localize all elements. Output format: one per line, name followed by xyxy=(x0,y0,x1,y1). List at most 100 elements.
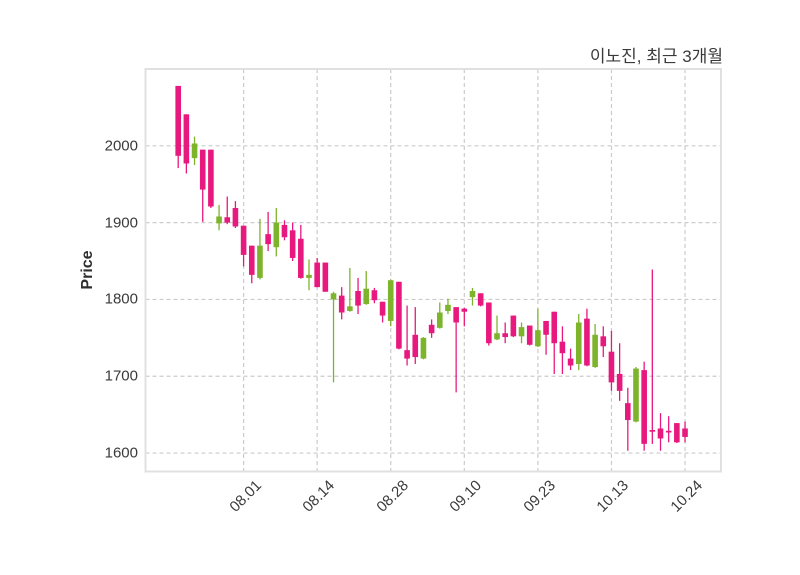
candle xyxy=(387,279,394,327)
candle-body-up xyxy=(330,293,337,300)
y-tick-label: 2000 xyxy=(104,137,138,155)
candle xyxy=(436,302,443,329)
candle-body-up xyxy=(191,143,198,159)
candle xyxy=(469,287,476,306)
candle xyxy=(551,311,558,374)
candle-body-down xyxy=(314,262,320,288)
candle xyxy=(477,293,484,307)
candle-body-down xyxy=(396,281,402,349)
candle-body-down xyxy=(674,423,680,443)
candle-body-up xyxy=(535,330,541,347)
candle-body-up xyxy=(494,333,500,340)
candle-body-down xyxy=(649,430,656,432)
candle xyxy=(199,149,206,222)
candle xyxy=(175,85,181,169)
candle xyxy=(633,367,639,423)
candle xyxy=(575,314,582,371)
candle xyxy=(322,262,329,292)
candle-body-up xyxy=(387,280,394,321)
candle-body-down xyxy=(486,302,492,344)
candle xyxy=(584,308,590,367)
plot-border xyxy=(144,68,722,473)
candle xyxy=(314,257,320,288)
candle-body-down xyxy=(371,290,378,301)
candle-body-down xyxy=(543,320,549,335)
candle xyxy=(625,387,631,451)
candle-body-down xyxy=(289,230,296,258)
candle xyxy=(674,423,680,444)
candle xyxy=(289,222,296,262)
candle-body-down xyxy=(461,308,468,312)
candle-body-up xyxy=(633,368,639,422)
candle-body-down xyxy=(559,341,566,354)
candle xyxy=(641,361,647,451)
candle-body-down xyxy=(567,358,574,366)
candle-body-down xyxy=(551,311,558,344)
candle-body-down xyxy=(453,307,459,323)
candle-body-down xyxy=(412,334,419,358)
candle xyxy=(420,337,427,360)
candle xyxy=(682,421,688,443)
candle xyxy=(657,413,664,451)
candle-body-up xyxy=(216,216,222,224)
candle xyxy=(616,343,623,401)
candle xyxy=(363,271,370,305)
candle-body-down xyxy=(510,315,517,337)
candle xyxy=(371,287,378,304)
candle-body-up xyxy=(436,312,443,328)
candle xyxy=(298,224,304,279)
candle-body-down xyxy=(477,293,484,306)
candle xyxy=(461,307,468,327)
candle xyxy=(486,302,492,346)
candle-body-up xyxy=(306,274,312,278)
candle xyxy=(494,315,500,341)
candle-body-down xyxy=(224,217,231,223)
candle-body-up xyxy=(445,304,451,311)
candle xyxy=(216,204,222,231)
candle-body-up xyxy=(347,306,353,311)
candle xyxy=(240,225,247,267)
candle-body-up xyxy=(469,290,476,298)
candle-body-down xyxy=(625,403,631,421)
candle xyxy=(543,320,549,355)
candle-body-down xyxy=(584,318,590,366)
candle xyxy=(208,149,214,209)
candle xyxy=(600,326,607,358)
candle xyxy=(224,196,231,225)
candle xyxy=(404,305,410,366)
candle xyxy=(502,322,508,344)
candle xyxy=(273,208,280,257)
candle-body-down xyxy=(428,324,435,334)
chart-title: 이노진, 최근 3개월 xyxy=(589,47,723,66)
candle-body-down xyxy=(208,149,214,207)
candle xyxy=(191,136,198,166)
candle xyxy=(412,307,419,364)
candle xyxy=(257,218,263,280)
candle-body-down xyxy=(240,225,247,255)
candle-body-up xyxy=(420,337,427,359)
candle-body-down xyxy=(281,224,288,238)
y-tick-label: 1700 xyxy=(104,367,138,385)
candle xyxy=(453,307,459,393)
candle-body-up xyxy=(592,334,598,368)
candle-body-up xyxy=(363,288,370,305)
candle-body-down xyxy=(322,262,329,292)
candle xyxy=(665,416,672,443)
candle-body-down xyxy=(404,350,410,359)
y-tick-label: 1900 xyxy=(104,214,138,232)
candle xyxy=(428,319,435,338)
candle-body-down xyxy=(232,208,239,227)
candle xyxy=(518,322,525,344)
candle xyxy=(347,267,353,312)
candle xyxy=(248,245,255,284)
y-tick-label: 1800 xyxy=(104,290,138,308)
candle xyxy=(649,269,656,444)
candle xyxy=(396,281,402,350)
candle-body-down xyxy=(298,238,304,278)
y-tick-label: 1600 xyxy=(104,444,138,462)
candle-body-down xyxy=(600,336,607,347)
candle xyxy=(330,291,337,383)
candle-body-up xyxy=(257,245,263,278)
candle xyxy=(183,114,190,174)
